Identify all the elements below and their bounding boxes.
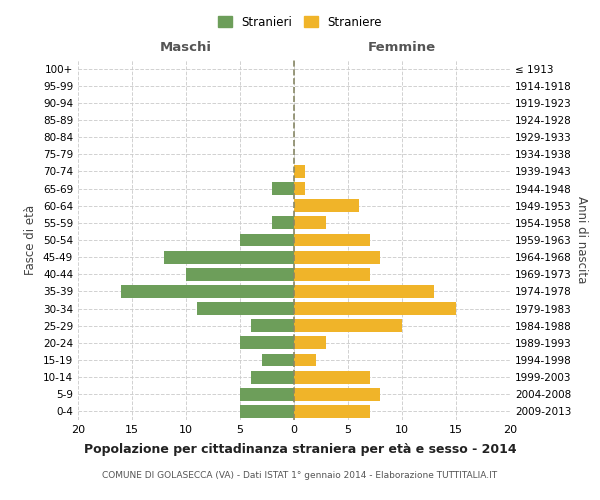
Bar — [294, 234, 370, 246]
Bar — [164, 250, 294, 264]
Bar — [294, 285, 434, 298]
Bar — [294, 268, 370, 280]
Bar — [294, 250, 380, 264]
Bar — [251, 320, 294, 332]
Bar — [240, 405, 294, 418]
Bar — [251, 370, 294, 384]
Text: Femmine: Femmine — [368, 41, 436, 54]
Bar — [240, 234, 294, 246]
Bar — [186, 268, 294, 280]
Bar — [294, 200, 359, 212]
Bar — [294, 354, 316, 366]
Bar — [294, 182, 305, 195]
Bar — [294, 320, 402, 332]
Bar — [272, 216, 294, 230]
Legend: Stranieri, Straniere: Stranieri, Straniere — [213, 11, 387, 34]
Bar — [294, 405, 370, 418]
Bar — [294, 165, 305, 178]
Bar — [262, 354, 294, 366]
Text: Popolazione per cittadinanza straniera per età e sesso - 2014: Popolazione per cittadinanza straniera p… — [83, 444, 517, 456]
Y-axis label: Anni di nascita: Anni di nascita — [575, 196, 588, 284]
Bar — [240, 336, 294, 349]
Bar — [294, 370, 370, 384]
Bar — [240, 388, 294, 400]
Bar — [294, 388, 380, 400]
Text: Maschi: Maschi — [160, 41, 212, 54]
Text: COMUNE DI GOLASECCA (VA) - Dati ISTAT 1° gennaio 2014 - Elaborazione TUTTITALIA.: COMUNE DI GOLASECCA (VA) - Dati ISTAT 1°… — [103, 470, 497, 480]
Bar — [121, 285, 294, 298]
Bar — [294, 216, 326, 230]
Bar — [294, 336, 326, 349]
Bar — [294, 302, 456, 315]
Y-axis label: Fasce di età: Fasce di età — [25, 205, 37, 275]
Bar — [272, 182, 294, 195]
Bar — [197, 302, 294, 315]
